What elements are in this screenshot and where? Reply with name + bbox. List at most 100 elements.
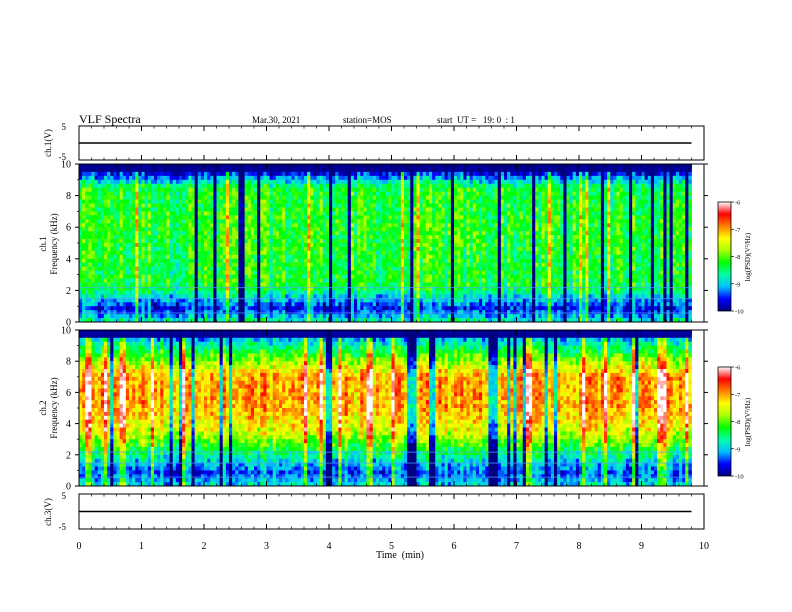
spectrogram-cell	[313, 270, 317, 275]
spectrogram-cell	[254, 254, 258, 260]
spectrogram-cell	[325, 290, 330, 295]
spectrogram-cell	[360, 231, 364, 236]
spectrogram-cell	[322, 235, 327, 240]
spectrogram-cell	[413, 254, 417, 260]
spectrogram-cell	[382, 199, 386, 204]
spectrogram-cell	[344, 254, 349, 260]
spectrogram-cell	[397, 254, 402, 260]
spectrogram-cell	[338, 219, 342, 224]
spectrogram-cell	[357, 286, 361, 291]
spectrogram-cell	[404, 207, 408, 212]
spectrogram-cell	[275, 286, 280, 291]
spectrogram-cell	[397, 270, 402, 275]
spectrogram-cell	[338, 246, 342, 252]
spectrogram-cell	[191, 290, 196, 295]
spectrogram-cell	[282, 199, 286, 204]
spectrogram-cell	[304, 183, 308, 189]
spectrogram-cell	[400, 171, 405, 177]
spectrogram-cell	[204, 215, 208, 220]
spectrogram-cell	[235, 294, 239, 299]
spectrogram-cell	[210, 231, 214, 236]
spectrogram-cell	[397, 274, 402, 279]
spectrogram-cell	[363, 235, 367, 240]
spectrogram-cell	[300, 191, 305, 196]
spectrogram-cell	[375, 243, 380, 248]
spectrogram-cell	[419, 294, 424, 299]
spectrogram-cell	[110, 314, 114, 319]
spectrogram-cell	[329, 183, 333, 189]
spectrogram-cell	[257, 215, 261, 220]
spectrogram-cell	[235, 286, 239, 291]
spectrogram-cell	[322, 262, 327, 268]
spectrogram-cell	[254, 167, 258, 173]
spectrogram-cell	[257, 243, 261, 248]
spectrogram-cell	[222, 215, 227, 220]
spectrogram-cell	[185, 207, 189, 212]
spectrogram-cell	[113, 250, 117, 256]
spectrogram-cell	[104, 286, 108, 291]
spectrogram-cell	[94, 235, 99, 240]
spectrogram-cell	[322, 231, 327, 236]
spectrogram-cell	[422, 227, 427, 232]
spectrogram-cell	[394, 294, 399, 299]
spectrogram-cell	[363, 282, 367, 287]
spectrogram-cell	[200, 171, 205, 177]
spectrogram-cell	[375, 183, 380, 189]
spectrogram-cell	[272, 195, 277, 200]
spectrogram-cell	[88, 175, 92, 181]
spectrogram-cell	[322, 286, 327, 291]
spectrogram-cell	[429, 164, 433, 169]
spectrogram-cell	[232, 235, 236, 240]
spectrogram-cell	[410, 227, 414, 232]
spectrogram-cell	[141, 167, 146, 173]
spectrogram-cell	[388, 302, 392, 307]
spectrogram-cell	[354, 207, 358, 212]
spectrogram-cell	[113, 266, 117, 272]
spectrogram-cell	[191, 164, 196, 169]
spectrogram-cell	[269, 294, 274, 299]
spectrogram-cell	[454, 302, 458, 307]
spectrogram-cell	[116, 171, 121, 177]
spectrogram-cell	[294, 211, 299, 216]
spectrogram-cell	[385, 298, 389, 303]
spectrogram-cell	[457, 239, 461, 244]
spectrogram-cell	[182, 215, 186, 220]
spectrogram-cell	[225, 310, 230, 315]
spectrogram-cell	[219, 211, 224, 216]
spectrogram-cell	[313, 199, 317, 204]
spectrogram-cell	[175, 223, 180, 228]
spectrogram-cell	[138, 215, 142, 220]
spectrogram-cell	[313, 183, 317, 189]
spectrogram-cell	[341, 318, 346, 322]
spectrogram-cell	[244, 250, 249, 256]
spectrogram-cell	[304, 219, 308, 224]
spectrogram-cell	[344, 175, 349, 181]
spectrogram-cell	[147, 258, 152, 264]
spectrogram-cell	[366, 310, 371, 315]
spectrogram-cell	[435, 171, 439, 177]
spectrogram-cell	[82, 306, 86, 311]
spectrogram-cell	[363, 294, 367, 299]
spectrogram-cell	[344, 191, 349, 196]
spectrogram-cell	[122, 302, 127, 307]
spectrogram-cell	[200, 314, 205, 319]
spectrogram-cell	[194, 314, 199, 319]
spectrogram-cell	[125, 298, 130, 303]
spectrogram-cell	[444, 219, 449, 224]
spectrogram-cell	[116, 270, 121, 275]
spectrogram-cell	[235, 258, 239, 264]
spectrogram-cell	[438, 278, 442, 283]
spectrogram-cell	[241, 294, 246, 299]
spectrogram-cell	[91, 270, 96, 275]
spectrogram-cell	[457, 298, 461, 303]
spectrogram-cell	[357, 314, 361, 319]
spectrogram-cell	[410, 306, 414, 311]
spectrogram-cell	[197, 294, 202, 299]
spectrogram-cell	[119, 246, 124, 252]
spectrogram-cell	[125, 179, 130, 185]
spectrogram-cell	[163, 171, 167, 177]
spectrogram-cell	[366, 239, 371, 244]
spectrogram-cell	[307, 290, 311, 295]
spectrogram-cell	[413, 203, 417, 208]
spectrogram-cell	[207, 219, 211, 224]
